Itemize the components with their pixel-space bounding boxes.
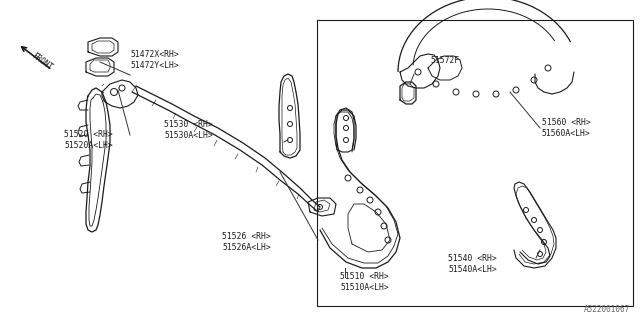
Text: 51510 <RH>
51510A<LH>: 51510 <RH> 51510A<LH>	[340, 272, 388, 292]
Text: A522001067: A522001067	[584, 305, 630, 314]
Text: 51472X<RH>
51472Y<LH>: 51472X<RH> 51472Y<LH>	[130, 50, 179, 70]
Bar	[317, 20, 633, 306]
Text: 51540 <RH>
51540A<LH>: 51540 <RH> 51540A<LH>	[448, 254, 497, 274]
Text: 51560 <RH>
51560A<LH>: 51560 <RH> 51560A<LH>	[542, 118, 591, 138]
Text: 51530 <RH>
51530A<LH>: 51530 <RH> 51530A<LH>	[164, 120, 212, 140]
Text: 51520 <RH>
51520A<LH>: 51520 <RH> 51520A<LH>	[64, 130, 113, 150]
Text: 51526 <RH>
51526A<LH>: 51526 <RH> 51526A<LH>	[222, 232, 271, 252]
Text: 51572F: 51572F	[430, 55, 460, 65]
Text: FRONT: FRONT	[30, 51, 54, 72]
